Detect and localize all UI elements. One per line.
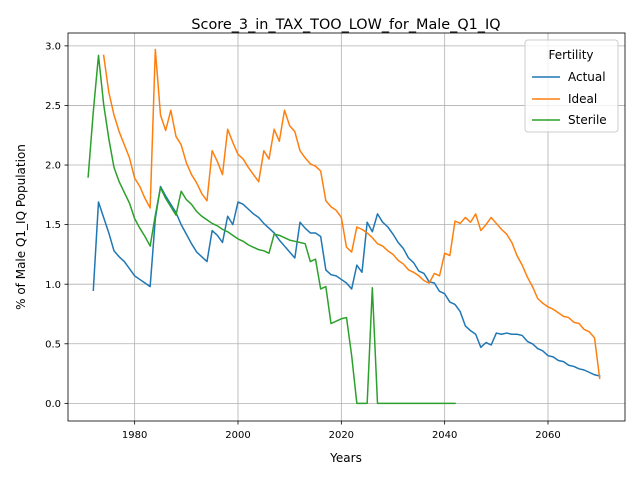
x-tick-label: 2040 [432,430,457,441]
series-line-actual [92,185,601,377]
series-lines [87,48,601,405]
y-tick-label: 1.5 [45,220,61,231]
series-line-sterile [87,54,456,405]
y-tick-label: 3.0 [45,41,61,52]
x-tick-label: 2020 [329,430,354,441]
y-tick-label: 0.5 [45,339,61,350]
x-tick-label: 2000 [225,430,250,441]
y-tick-label: 2.0 [45,161,61,172]
chart-title: Score_3_in_TAX_TOO_LOW_for_Male_Q1_IQ [191,17,500,33]
legend: Fertility Actual Ideal Sterile [524,39,619,133]
y-axis-label: % of Male Q1_IQ Population [14,144,28,310]
y-tick-label: 1.0 [45,280,61,291]
x-tick-label: 2060 [535,430,560,441]
legend-title: Fertility [548,48,593,62]
plot-frame [67,32,626,422]
y-axis-ticks: 0.0 0.5 1.0 1.5 2.0 2.5 3.0 [45,41,68,410]
legend-label-ideal: Ideal [568,92,597,106]
x-tick-label: 1980 [122,430,147,441]
y-tick-label: 0.0 [45,399,61,410]
x-axis-ticks: 1980 2000 2020 2040 2060 [122,421,561,441]
series-line-ideal [102,48,601,380]
legend-label-actual: Actual [568,70,606,84]
y-tick-label: 2.5 [45,101,61,112]
legend-label-sterile: Sterile [568,113,607,127]
x-axis-label: Years [329,451,362,465]
legend-box [524,39,619,133]
